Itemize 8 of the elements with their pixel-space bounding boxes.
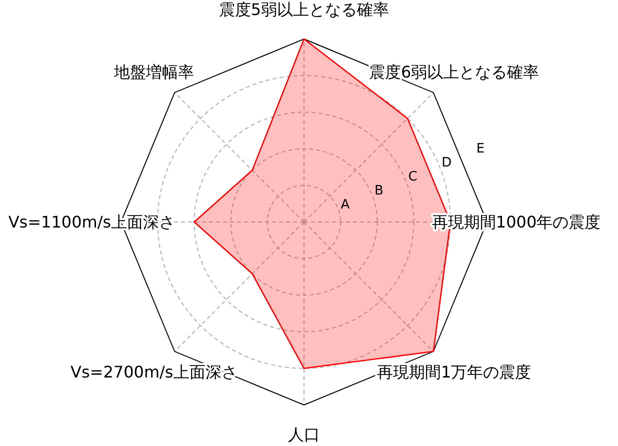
y-tick-label: C: [408, 169, 418, 184]
spoke-label: 人口: [288, 424, 320, 444]
spoke-label: 地盤増幅率: [112, 62, 194, 82]
y-tick-label: E: [476, 141, 485, 156]
y-tick-label: B: [374, 183, 384, 198]
y-tick-label: D: [442, 155, 452, 170]
spoke-label: 震度5弱以上となる確率: [218, 0, 390, 20]
y-tick-label: A: [340, 197, 350, 212]
